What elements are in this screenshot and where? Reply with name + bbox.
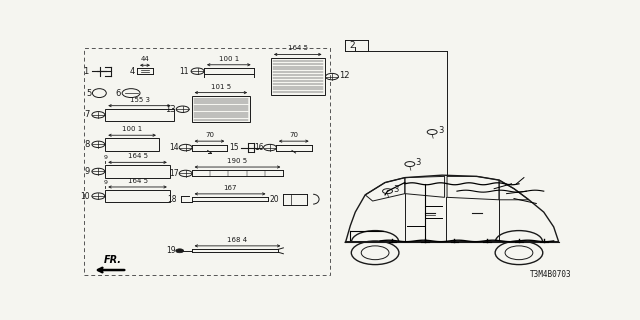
Text: 15: 15 <box>229 143 239 152</box>
Text: 9: 9 <box>84 167 90 176</box>
Text: 7: 7 <box>84 110 90 119</box>
Text: 9: 9 <box>103 180 108 185</box>
Text: 155 3: 155 3 <box>129 97 150 103</box>
Text: 4: 4 <box>129 67 134 76</box>
Text: 44: 44 <box>141 56 149 62</box>
Text: 100 1: 100 1 <box>122 126 142 132</box>
Text: 8: 8 <box>84 140 90 149</box>
Text: 9: 9 <box>103 155 108 160</box>
Text: 18: 18 <box>167 195 177 204</box>
Text: 5: 5 <box>86 89 92 98</box>
Text: 20: 20 <box>270 195 280 204</box>
Text: 13: 13 <box>165 105 176 114</box>
Text: 101 5: 101 5 <box>211 84 231 90</box>
Text: 100 1: 100 1 <box>219 56 239 62</box>
Text: 16: 16 <box>254 143 264 152</box>
Text: 2: 2 <box>349 41 355 50</box>
Text: FR.: FR. <box>104 255 122 265</box>
Text: 6: 6 <box>116 89 121 98</box>
Text: 19: 19 <box>166 246 176 255</box>
Text: 14: 14 <box>170 143 179 152</box>
Text: 17: 17 <box>170 169 179 178</box>
Text: 10: 10 <box>80 192 90 201</box>
Text: 164 5: 164 5 <box>127 178 148 184</box>
Circle shape <box>176 249 184 253</box>
Text: 1: 1 <box>83 67 88 76</box>
Text: T3M4B0703: T3M4B0703 <box>529 270 571 279</box>
Text: 70: 70 <box>289 132 298 138</box>
Text: 3: 3 <box>394 185 399 195</box>
Text: 3: 3 <box>416 158 421 167</box>
Text: 11: 11 <box>180 67 189 76</box>
Text: 164 5: 164 5 <box>127 153 148 159</box>
Text: 70: 70 <box>205 132 214 138</box>
Text: 168 4: 168 4 <box>227 237 248 243</box>
Text: 164 5: 164 5 <box>288 45 308 52</box>
Text: 3: 3 <box>438 126 444 135</box>
Text: 190 5: 190 5 <box>227 158 248 164</box>
Text: 12: 12 <box>339 71 350 80</box>
Text: 167: 167 <box>223 185 237 191</box>
